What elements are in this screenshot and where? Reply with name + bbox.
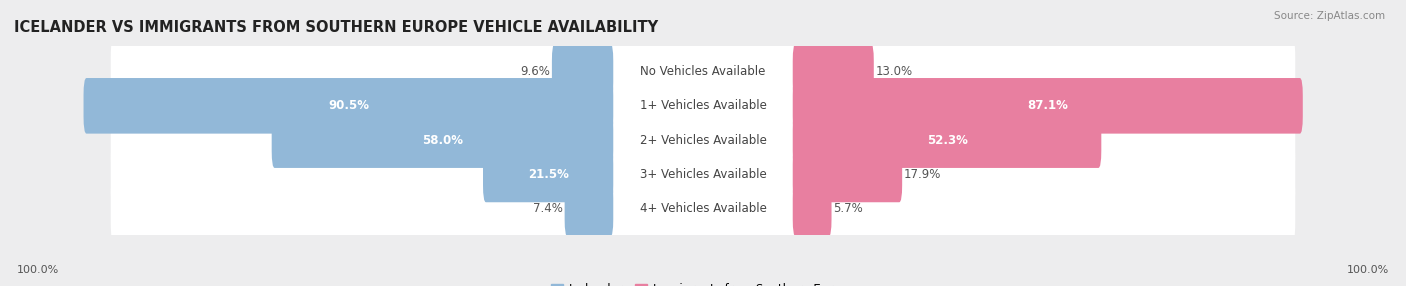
Text: 9.6%: 9.6% (520, 65, 550, 78)
Text: 7.4%: 7.4% (533, 202, 562, 215)
Text: Source: ZipAtlas.com: Source: ZipAtlas.com (1274, 11, 1385, 21)
Text: 90.5%: 90.5% (328, 99, 368, 112)
Text: 52.3%: 52.3% (927, 134, 967, 147)
Text: 1+ Vehicles Available: 1+ Vehicles Available (640, 99, 766, 112)
Legend: Icelander, Immigrants from Southern Europe: Icelander, Immigrants from Southern Euro… (547, 278, 859, 286)
Text: ICELANDER VS IMMIGRANTS FROM SOUTHERN EUROPE VEHICLE AVAILABILITY: ICELANDER VS IMMIGRANTS FROM SOUTHERN EU… (14, 20, 658, 35)
Text: 100.0%: 100.0% (1347, 265, 1389, 275)
Text: 58.0%: 58.0% (422, 134, 463, 147)
FancyBboxPatch shape (83, 78, 613, 134)
Text: 2+ Vehicles Available: 2+ Vehicles Available (640, 134, 766, 147)
Text: 100.0%: 100.0% (17, 265, 59, 275)
FancyBboxPatch shape (111, 134, 1295, 214)
FancyBboxPatch shape (111, 169, 1295, 249)
Text: 4+ Vehicles Available: 4+ Vehicles Available (640, 202, 766, 215)
Text: 5.7%: 5.7% (834, 202, 863, 215)
FancyBboxPatch shape (271, 112, 613, 168)
Text: 87.1%: 87.1% (1028, 99, 1069, 112)
FancyBboxPatch shape (793, 44, 873, 99)
FancyBboxPatch shape (793, 181, 831, 237)
Text: No Vehicles Available: No Vehicles Available (640, 65, 766, 78)
FancyBboxPatch shape (793, 78, 1303, 134)
FancyBboxPatch shape (111, 100, 1295, 180)
FancyBboxPatch shape (793, 112, 1101, 168)
FancyBboxPatch shape (565, 181, 613, 237)
FancyBboxPatch shape (793, 147, 903, 202)
FancyBboxPatch shape (111, 31, 1295, 112)
FancyBboxPatch shape (484, 147, 613, 202)
FancyBboxPatch shape (553, 44, 613, 99)
Text: 17.9%: 17.9% (904, 168, 941, 181)
Text: 21.5%: 21.5% (527, 168, 568, 181)
Text: 13.0%: 13.0% (876, 65, 912, 78)
Text: 3+ Vehicles Available: 3+ Vehicles Available (640, 168, 766, 181)
FancyBboxPatch shape (111, 66, 1295, 146)
